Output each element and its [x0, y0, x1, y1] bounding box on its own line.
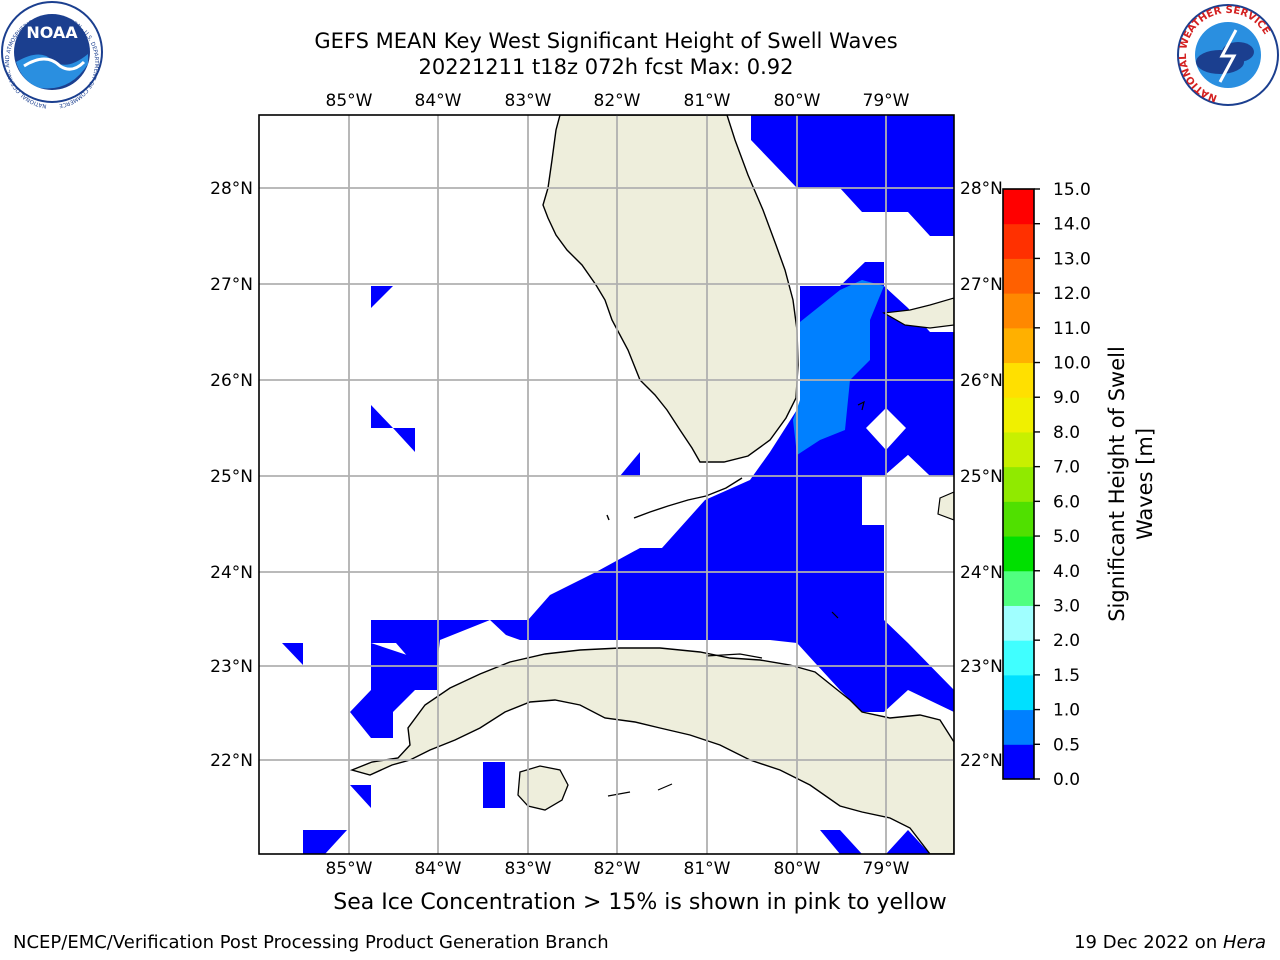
lon-label-bottom: 79°W [863, 859, 910, 879]
colorbar-tick-label: 4.0 [1053, 562, 1080, 582]
footer-date-text: 19 Dec 2022 on [1074, 932, 1223, 953]
colorbar-segment [1003, 744, 1034, 780]
colorbar-segment [1003, 223, 1034, 259]
lat-label-right: 23°N [960, 657, 1003, 677]
lon-label-top: 84°W [415, 91, 462, 111]
footer-date: 19 Dec 2022 on Hera [1074, 932, 1266, 953]
lon-label-bottom: 84°W [415, 859, 462, 879]
colorbar-tick-label: 0.5 [1053, 735, 1080, 755]
colorbar-segment [1003, 536, 1034, 572]
cuba-land [349, 647, 954, 854]
colorbar-segment [1003, 258, 1034, 294]
colorbar-segment [1003, 466, 1034, 502]
florida-keys [606, 477, 743, 521]
map-gridlines [259, 115, 954, 854]
nws-logo: NATIONAL WEATHER SERVICE [1177, 4, 1279, 106]
lat-label-right: 26°N [960, 371, 1003, 391]
colorbar [1003, 189, 1034, 780]
footer-credit: NCEP/EMC/Verification Post Processing Pr… [13, 932, 609, 953]
lat-label-right: 28°N [960, 179, 1003, 199]
lon-label-top: 82°W [594, 91, 641, 111]
colorbar-frame [1002, 188, 1035, 780]
colorbar-tick-label: 12.0 [1053, 284, 1091, 304]
colorbar-tick-label: 9.0 [1053, 388, 1080, 408]
lat-label-left: 26°N [210, 371, 253, 391]
lon-label-bottom: 81°W [684, 859, 731, 879]
lat-label-left: 28°N [210, 179, 253, 199]
colorbar-segment [1003, 501, 1034, 537]
lat-label-left: 25°N [210, 467, 253, 487]
colorbar-tick-label: 15.0 [1053, 180, 1091, 200]
colorbar-tick-label: 3.0 [1053, 596, 1080, 616]
noaa-logo: NATIONAL OCEANIC AND ATMOSPHERIC ADMINIS… [1, 1, 103, 109]
colorbar-tick-label: 1.0 [1053, 701, 1080, 721]
colorbar-segment [1003, 605, 1034, 641]
colorbar-segment [1003, 674, 1034, 711]
swell-field-mid [793, 280, 884, 455]
colorbar-tick-label: 14.0 [1053, 215, 1091, 235]
colorbar-tick-label: 6.0 [1053, 492, 1080, 512]
lon-label-top: 85°W [326, 91, 373, 111]
colorbar-tick-label: 2.0 [1053, 631, 1080, 651]
colorbar-segment [1003, 709, 1034, 745]
lon-label-top: 79°W [863, 91, 910, 111]
map-frame [258, 114, 955, 855]
colorbar-tick-label: 7.0 [1053, 458, 1080, 478]
lon-label-top: 80°W [774, 91, 821, 111]
lat-label-right: 25°N [960, 467, 1003, 487]
colorbar-segment [1003, 189, 1034, 225]
lat-label-left: 24°N [210, 563, 253, 583]
lon-label-top: 81°W [684, 91, 731, 111]
colorbar-segment [1003, 293, 1034, 329]
colorbar-tick-label: 0.0 [1053, 770, 1080, 790]
isle-of-youth [517, 765, 569, 811]
lon-label-bottom: 85°W [326, 859, 373, 879]
colorbar-tick-label: 1.5 [1053, 666, 1080, 686]
map-subtitle: 20221211 t18z 072h fcst Max: 0.92 [418, 55, 794, 79]
lat-label-right: 27°N [960, 275, 1003, 295]
colorbar-label: Significant Height of Swell [1105, 346, 1129, 622]
colorbar-tick-label: 8.0 [1053, 423, 1080, 443]
lat-label-right: 22°N [960, 751, 1003, 771]
lat-label-left: 27°N [210, 275, 253, 295]
lon-label-bottom: 83°W [505, 859, 552, 879]
colorbar-tick-label: 13.0 [1053, 249, 1091, 269]
lat-label-left: 23°N [210, 657, 253, 677]
lon-label-bottom: 82°W [594, 859, 641, 879]
lon-label-bottom: 80°W [774, 859, 821, 879]
lat-label-right: 24°N [960, 563, 1003, 583]
bahamas-land [882, 297, 954, 329]
colorbar-segment [1003, 327, 1034, 364]
footer-host: Hera [1222, 932, 1266, 953]
map-title: GEFS MEAN Key West Significant Height of… [314, 29, 898, 53]
colorbar-tick-label: 11.0 [1053, 319, 1091, 339]
colorbar-tick-label: 5.0 [1053, 527, 1080, 547]
lon-label-top: 83°W [505, 91, 552, 111]
colorbar-segment [1003, 397, 1034, 433]
lat-label-left: 22°N [210, 751, 253, 771]
noaa-logo-text: NOAA [26, 23, 78, 42]
sea-ice-note: Sea Ice Concentration > 15% is shown in … [333, 890, 947, 915]
colorbar-tick-label: 10.0 [1053, 354, 1091, 374]
colorbar-segment [1003, 640, 1034, 676]
colorbar-label: Waves [m] [1133, 428, 1157, 540]
colorbar-segment [1003, 362, 1034, 398]
colorbar-segment [1003, 431, 1034, 468]
colorbar-segment [1003, 570, 1034, 606]
florida-land [542, 115, 799, 463]
